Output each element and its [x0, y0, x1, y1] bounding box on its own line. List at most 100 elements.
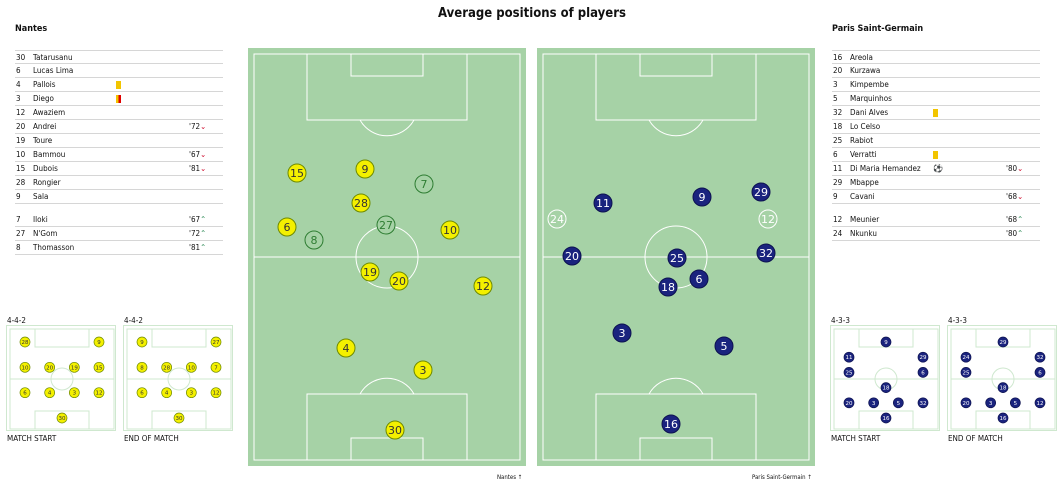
player-marker[interactable] — [287, 163, 307, 183]
player-marker[interactable] — [414, 174, 434, 194]
formation-marker — [997, 382, 1009, 393]
formation-marker — [136, 387, 148, 399]
home-formation-end-label: 4-4-2 — [124, 316, 143, 325]
player-marker[interactable] — [336, 338, 356, 358]
formation-marker — [843, 367, 855, 378]
player-marker[interactable] — [714, 336, 734, 356]
player-marker[interactable] — [658, 277, 678, 297]
player-marker[interactable] — [758, 209, 778, 229]
yellow-card-icon — [933, 151, 938, 159]
roster-row: 19 Toure — [15, 134, 223, 148]
roster-row: 12 Meunier '68⌃ — [832, 213, 1040, 227]
roster-row: 20 Andrei '72⌄ — [15, 120, 223, 134]
formation-marker-number: 15 — [96, 365, 103, 371]
formation-marker — [93, 387, 105, 399]
player-marker[interactable] — [612, 323, 632, 343]
player-marker[interactable] — [562, 246, 582, 266]
player-number: 3 — [833, 80, 838, 89]
formation-marker — [985, 397, 997, 409]
formation-marker — [210, 361, 222, 373]
player-marker-number: 7 — [421, 178, 428, 191]
player-marker[interactable] — [661, 414, 681, 434]
formation-marker-number: 9 — [97, 340, 101, 346]
player-marker[interactable] — [304, 230, 324, 250]
player-marker-number: 12 — [476, 280, 490, 293]
player-marker[interactable] — [547, 209, 567, 229]
formation-marker-number: 24 — [963, 355, 970, 361]
formation-marker — [997, 336, 1009, 348]
player-marker[interactable] — [593, 193, 613, 213]
player-marker-number: 27 — [379, 219, 393, 232]
player-marker-number: 30 — [388, 424, 402, 437]
formation-marker — [68, 387, 80, 399]
formation-marker-number: 4 — [165, 391, 169, 397]
player-marker[interactable] — [355, 159, 375, 179]
player-number: 19 — [16, 136, 26, 145]
roster-row: 4 Pallois — [15, 78, 223, 92]
arrow-up-icon: ↑ — [807, 474, 812, 481]
formation-marker — [960, 397, 972, 409]
player-number: 27 — [16, 229, 26, 238]
formation-marker-number: 20 — [963, 401, 970, 407]
player-name: Dani Alves — [850, 108, 889, 117]
player-number: 29 — [833, 178, 843, 187]
player-marker[interactable] — [689, 269, 709, 289]
player-marker[interactable] — [360, 262, 380, 282]
player-name: Marquinhos — [850, 94, 892, 103]
player-marker[interactable] — [751, 182, 771, 202]
player-marker[interactable] — [376, 215, 396, 235]
player-number: 12 — [16, 108, 26, 117]
player-marker-number: 5 — [721, 340, 728, 353]
player-name: Awaziem — [33, 108, 66, 117]
player-name: Sala — [33, 192, 49, 201]
formation-marker — [19, 336, 31, 348]
player-marker[interactable] — [473, 276, 493, 296]
formation-marker-number: 9 — [140, 340, 144, 346]
player-marker[interactable] — [756, 243, 776, 263]
player-marker-number: 15 — [290, 167, 304, 180]
roster-row: 27 N'Gom '72⌃ — [15, 227, 223, 241]
home-formation-end: 9 27 8 28 10 7 6 4 3 12 30 — [123, 325, 233, 431]
player-marker[interactable] — [692, 187, 712, 207]
roster-row: 16 Areola — [832, 50, 1040, 64]
player-marker[interactable] — [389, 271, 409, 291]
player-number: 18 — [833, 122, 843, 131]
sub-out-icon: ⌄ — [200, 122, 207, 131]
player-marker-number: 9 — [699, 191, 706, 204]
formation-marker-number: 12 — [213, 391, 220, 397]
formation-marker — [185, 361, 197, 373]
player-marker[interactable] — [413, 360, 433, 380]
player-number: 6 — [833, 150, 838, 159]
roster-row: 8 Thomasson '81⌃ — [15, 241, 223, 255]
formation-marker — [843, 351, 855, 363]
formation-marker-number: 16 — [1000, 416, 1007, 422]
player-marker[interactable] — [351, 193, 371, 213]
player-marker[interactable] — [277, 217, 297, 237]
home-formation-start-label: 4-4-2 — [7, 316, 26, 325]
player-number: 20 — [16, 122, 26, 131]
formation-marker-number: 9 — [884, 340, 888, 346]
player-number: 16 — [833, 52, 843, 62]
player-marker[interactable] — [667, 248, 687, 268]
player-name: Areola — [850, 52, 873, 62]
player-number: 28 — [16, 178, 26, 187]
formation-marker-number: 30 — [176, 416, 183, 422]
player-marker[interactable] — [440, 220, 460, 240]
away-formation-start-label: 4-3-3 — [831, 316, 850, 325]
formation-marker-number: 25 — [846, 370, 853, 376]
formation-marker-number: 20 — [846, 401, 853, 407]
formation-marker-number: 32 — [1037, 355, 1044, 361]
player-number: 4 — [16, 80, 21, 89]
formation-marker — [161, 361, 173, 373]
player-marker[interactable] — [385, 420, 405, 440]
player-number: 24 — [833, 229, 843, 238]
home-pitch: 15 9 7 28 27 6 8 10 19 20 12 4 3 30 — [248, 48, 526, 466]
red-card-icon — [116, 95, 121, 103]
player-marker-number: 28 — [354, 197, 368, 210]
formation-marker — [93, 361, 105, 373]
player-marker-number: 29 — [754, 186, 768, 199]
player-name: Toure — [33, 136, 53, 145]
roster-row: 25 Rabiot — [832, 134, 1040, 148]
roster-row: 32 Dani Alves — [832, 106, 1040, 120]
formation-marker — [892, 397, 904, 409]
